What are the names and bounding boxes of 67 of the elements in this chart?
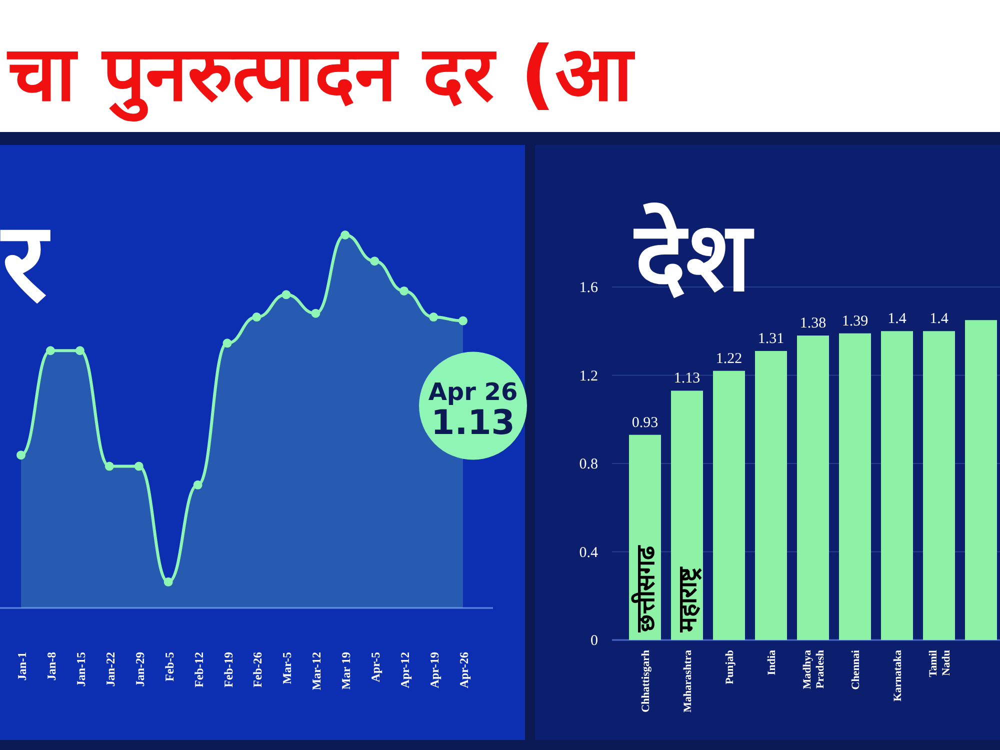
point — [75, 346, 84, 356]
x-tick-label: Madhya Pradesh — [802, 650, 826, 690]
bar — [839, 333, 871, 640]
bar — [797, 336, 829, 640]
x-tick-label: Feb-12 — [192, 652, 206, 688]
x-tick-label: Chhattisgarh — [640, 650, 652, 712]
annotation: महाराष्ट्र — [673, 566, 702, 633]
x-tick-label: Chennai — [850, 650, 862, 690]
x-tick-label: Maharashtra — [682, 650, 694, 712]
x-tick-label: Jan-29 — [132, 652, 147, 687]
bar — [881, 331, 913, 640]
x-tick-label: Feb-19 — [221, 652, 236, 688]
chart-title: चा पुनरुत्पादन दर (आ — [6, 29, 636, 122]
x-tick-label: Jan-22 — [103, 652, 118, 687]
x-tick-label: Apr-19 — [428, 652, 442, 688]
point — [340, 230, 350, 240]
data-label: 1.4 — [888, 311, 907, 328]
annotation: Apr 26 1.13 — [428, 378, 518, 443]
point — [400, 286, 409, 296]
bar — [923, 331, 955, 640]
x-tick-label: Feb-26 — [250, 652, 265, 688]
x-tick-label: Feb-5 — [162, 652, 176, 682]
point — [311, 308, 320, 318]
x-tick-label: Mar-5 — [280, 652, 294, 684]
point — [134, 462, 144, 471]
point — [370, 256, 380, 266]
bar — [965, 320, 997, 640]
bar — [755, 350, 787, 640]
chart-subtitle: र — [0, 198, 51, 326]
y-tick-label: 0.4 — [579, 544, 598, 561]
data-label: 1.38 — [800, 316, 826, 332]
y-tick-label: 0 — [590, 633, 598, 649]
point — [429, 312, 438, 322]
x-tick-label: Jan-15 — [74, 652, 88, 687]
x-tick-label: India — [766, 650, 778, 676]
x-tick-label: Jan-1 — [15, 652, 29, 681]
x-tick-label: Karnataka — [892, 650, 904, 702]
point — [104, 462, 114, 471]
y-tick-label: 1.2 — [579, 368, 598, 384]
y-tick-label: 1.6 — [579, 280, 598, 296]
point — [46, 346, 55, 356]
point — [164, 577, 173, 586]
annotation: छत्तीसगढ — [631, 545, 660, 633]
x-tick-label: Mar-12 — [310, 652, 324, 690]
chart-title: देश — [633, 201, 755, 313]
x-tick-label: Mar 19 — [339, 652, 354, 690]
y-tick-label: 0.8 — [579, 456, 598, 472]
data-label: 0.93 — [632, 414, 658, 431]
point — [282, 290, 291, 300]
data-label: 1.22 — [716, 350, 742, 367]
data-label: 1.39 — [842, 313, 868, 330]
x-tick-label: Tamil Nadu — [928, 650, 952, 678]
data-label: 1.4 — [930, 311, 949, 328]
x-tick-label: Apr-26 — [457, 652, 471, 688]
x-tick-label: Apr-12 — [398, 652, 412, 688]
data-label: 1.13 — [674, 370, 700, 387]
point — [222, 338, 232, 348]
point — [193, 480, 202, 490]
point — [252, 312, 262, 322]
bar — [671, 390, 703, 640]
x-tick-label: Apr-5 — [368, 652, 383, 682]
point — [16, 450, 26, 460]
x-tick-label: Punjab — [724, 650, 736, 684]
x-tick-label: Jan-8 — [44, 652, 58, 681]
point — [458, 316, 468, 326]
data-label: 1.31 — [758, 330, 784, 347]
bar — [713, 370, 745, 640]
